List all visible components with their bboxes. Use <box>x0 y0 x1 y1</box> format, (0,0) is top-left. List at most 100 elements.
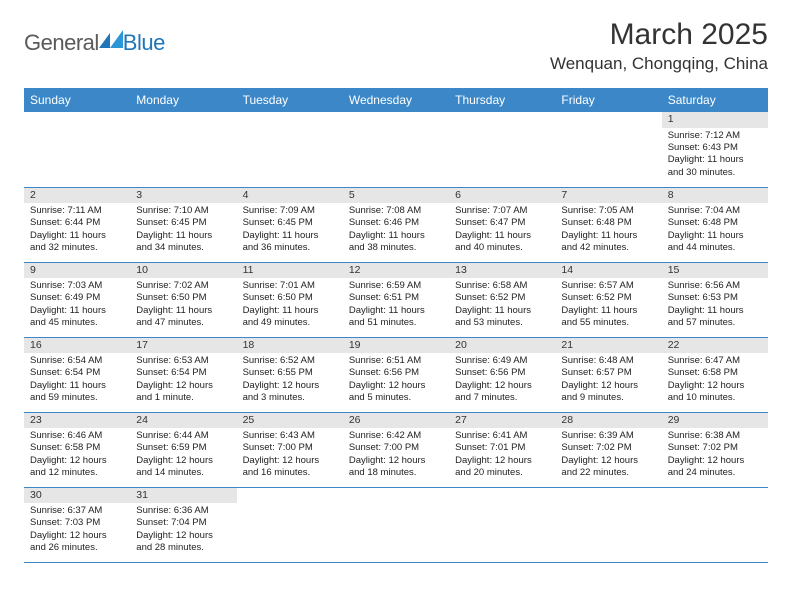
day-number: 3 <box>130 188 236 204</box>
calendar-day-cell <box>555 487 661 562</box>
calendar-day-cell: 27Sunrise: 6:41 AMSunset: 7:01 PMDayligh… <box>449 412 555 487</box>
calendar-day-cell: 17Sunrise: 6:53 AMSunset: 6:54 PMDayligh… <box>130 337 236 412</box>
calendar-week-row: 30Sunrise: 6:37 AMSunset: 7:03 PMDayligh… <box>24 487 768 562</box>
sunset-line: Sunset: 6:48 PM <box>561 217 655 229</box>
calendar-day-cell: 9Sunrise: 7:03 AMSunset: 6:49 PMDaylight… <box>24 262 130 337</box>
day-number: 5 <box>343 188 449 204</box>
sunset-line: Sunset: 7:00 PM <box>349 442 443 454</box>
calendar-week-row: 1 Sunrise: 7:12 AMSunset: 6:43 PMDaylight… <box>24 112 768 187</box>
day-body: Sunrise: 6:52 AMSunset: 6:55 PMDaylight:… <box>237 353 343 408</box>
day-body: Sunrise: 6:58 AMSunset: 6:52 PMDaylight:… <box>449 278 555 333</box>
day-number: 12 <box>343 263 449 279</box>
daylight-line: Daylight: 12 hours and 24 minutes. <box>668 455 762 480</box>
sunset-line: Sunset: 7:01 PM <box>455 442 549 454</box>
day-number: 15 <box>662 263 768 279</box>
daylight-line: Daylight: 12 hours and 7 minutes. <box>455 380 549 405</box>
sunrise-line: Sunrise: 6:46 AM <box>30 430 124 442</box>
calendar-day-cell: 6Sunrise: 7:07 AMSunset: 6:47 PMDaylight… <box>449 187 555 262</box>
day-number: 19 <box>343 338 449 354</box>
day-number: 29 <box>662 413 768 429</box>
day-number: 1 <box>662 112 768 128</box>
day-body: Sunrise: 6:56 AMSunset: 6:53 PMDaylight:… <box>662 278 768 333</box>
sunset-line: Sunset: 6:58 PM <box>30 442 124 454</box>
daylight-line: Daylight: 11 hours and 45 minutes. <box>30 305 124 330</box>
daylight-line: Daylight: 11 hours and 40 minutes. <box>455 230 549 255</box>
day-body: Sunrise: 6:53 AMSunset: 6:54 PMDaylight:… <box>130 353 236 408</box>
page-header: General Blue March 2025 Wenquan, Chongqi… <box>24 18 768 74</box>
day-body: Sunrise: 6:49 AMSunset: 6:56 PMDaylight:… <box>449 353 555 408</box>
sunset-line: Sunset: 6:51 PM <box>349 292 443 304</box>
calendar-week-row: 9Sunrise: 7:03 AMSunset: 6:49 PMDaylight… <box>24 262 768 337</box>
daylight-line: Daylight: 11 hours and 51 minutes. <box>349 305 443 330</box>
day-header: Sunday <box>24 88 130 112</box>
day-body: Sunrise: 6:48 AMSunset: 6:57 PMDaylight:… <box>555 353 661 408</box>
title-block: March 2025 Wenquan, Chongqing, China <box>550 18 768 74</box>
calendar-day-cell: 13Sunrise: 6:58 AMSunset: 6:52 PMDayligh… <box>449 262 555 337</box>
sunset-line: Sunset: 6:55 PM <box>243 367 337 379</box>
day-body: Sunrise: 6:36 AMSunset: 7:04 PMDaylight:… <box>130 503 236 558</box>
day-body: Sunrise: 6:59 AMSunset: 6:51 PMDaylight:… <box>343 278 449 333</box>
day-body: Sunrise: 6:43 AMSunset: 7:00 PMDaylight:… <box>237 428 343 483</box>
daylight-line: Daylight: 12 hours and 10 minutes. <box>668 380 762 405</box>
day-header: Friday <box>555 88 661 112</box>
sunrise-line: Sunrise: 6:38 AM <box>668 430 762 442</box>
logo: General Blue <box>24 30 165 56</box>
logo-text-2: Blue <box>123 30 165 56</box>
calendar-day-cell: 4Sunrise: 7:09 AMSunset: 6:45 PMDaylight… <box>237 187 343 262</box>
sunset-line: Sunset: 6:54 PM <box>30 367 124 379</box>
day-header: Thursday <box>449 88 555 112</box>
day-body: Sunrise: 6:38 AMSunset: 7:02 PMDaylight:… <box>662 428 768 483</box>
sunset-line: Sunset: 6:53 PM <box>668 292 762 304</box>
day-body: Sunrise: 7:08 AMSunset: 6:46 PMDaylight:… <box>343 203 449 258</box>
calendar-day-cell <box>237 487 343 562</box>
daylight-line: Daylight: 11 hours and 53 minutes. <box>455 305 549 330</box>
sunrise-line: Sunrise: 7:11 AM <box>30 205 124 217</box>
calendar-day-cell: 1 Sunrise: 7:12 AMSunset: 6:43 PMDaylight… <box>662 112 768 187</box>
sunset-line: Sunset: 6:59 PM <box>136 442 230 454</box>
day-body: Sunrise: 6:51 AMSunset: 6:56 PMDaylight:… <box>343 353 449 408</box>
sunrise-line: Sunrise: 7:07 AM <box>455 205 549 217</box>
sunrise-line: Sunrise: 7:12 AM <box>668 130 762 142</box>
daylight-line: Daylight: 11 hours and 59 minutes. <box>30 380 124 405</box>
sunrise-line: Sunrise: 6:36 AM <box>136 505 230 517</box>
daylight-line: Daylight: 11 hours and 34 minutes. <box>136 230 230 255</box>
day-body: Sunrise: 6:46 AMSunset: 6:58 PMDaylight:… <box>24 428 130 483</box>
calendar-day-cell <box>555 112 661 187</box>
day-number: 28 <box>555 413 661 429</box>
day-body: Sunrise: 6:41 AMSunset: 7:01 PMDaylight:… <box>449 428 555 483</box>
day-number: 2 <box>24 188 130 204</box>
day-number: 9 <box>24 263 130 279</box>
day-number: 7 <box>555 188 661 204</box>
day-number: 6 <box>449 188 555 204</box>
sunrise-line: Sunrise: 6:57 AM <box>561 280 655 292</box>
sunset-line: Sunset: 6:58 PM <box>668 367 762 379</box>
day-number: 13 <box>449 263 555 279</box>
day-body: Sunrise: 7:02 AMSunset: 6:50 PMDaylight:… <box>130 278 236 333</box>
sunrise-line: Sunrise: 6:43 AM <box>243 430 337 442</box>
day-body: Sunrise: 7:04 AMSunset: 6:48 PMDaylight:… <box>662 203 768 258</box>
calendar-day-cell: 20Sunrise: 6:49 AMSunset: 6:56 PMDayligh… <box>449 337 555 412</box>
daylight-line: Daylight: 11 hours and 49 minutes. <box>243 305 337 330</box>
day-body: Sunrise: 7:10 AMSunset: 6:45 PMDaylight:… <box>130 203 236 258</box>
daylight-line: Daylight: 12 hours and 9 minutes. <box>561 380 655 405</box>
sunrise-line: Sunrise: 7:03 AM <box>30 280 124 292</box>
calendar-day-cell <box>343 112 449 187</box>
sunset-line: Sunset: 7:02 PM <box>668 442 762 454</box>
sunrise-line: Sunrise: 6:37 AM <box>30 505 124 517</box>
sunset-line: Sunset: 6:50 PM <box>136 292 230 304</box>
day-number: 30 <box>24 488 130 504</box>
daylight-line: Daylight: 11 hours and 47 minutes. <box>136 305 230 330</box>
calendar-day-cell: 30Sunrise: 6:37 AMSunset: 7:03 PMDayligh… <box>24 487 130 562</box>
calendar-day-cell: 7Sunrise: 7:05 AMSunset: 6:48 PMDaylight… <box>555 187 661 262</box>
sunset-line: Sunset: 6:43 PM <box>668 142 762 154</box>
daylight-line: Daylight: 11 hours and 30 minutes. <box>668 154 762 179</box>
sunset-line: Sunset: 6:49 PM <box>30 292 124 304</box>
daylight-line: Daylight: 12 hours and 12 minutes. <box>30 455 124 480</box>
calendar-day-cell: 24Sunrise: 6:44 AMSunset: 6:59 PMDayligh… <box>130 412 236 487</box>
sunrise-line: Sunrise: 6:56 AM <box>668 280 762 292</box>
day-body: Sunrise: 7:11 AMSunset: 6:44 PMDaylight:… <box>24 203 130 258</box>
calendar-day-cell: 21Sunrise: 6:48 AMSunset: 6:57 PMDayligh… <box>555 337 661 412</box>
daylight-line: Daylight: 12 hours and 14 minutes. <box>136 455 230 480</box>
day-number: 16 <box>24 338 130 354</box>
sunrise-line: Sunrise: 7:10 AM <box>136 205 230 217</box>
